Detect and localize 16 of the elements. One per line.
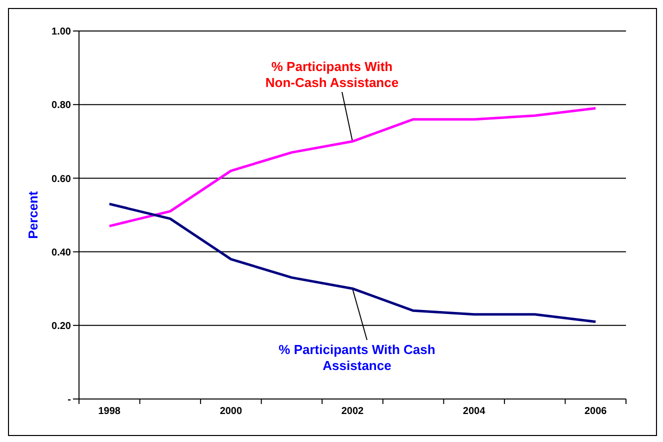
x-tick-label: 2006	[584, 406, 608, 418]
annotation: % Participants With Cash Assistance	[278, 342, 436, 373]
y-tick-label: 0.40	[52, 247, 72, 258]
y-tick-label: 0.80	[52, 100, 72, 112]
x-tick-label: 2002	[341, 406, 364, 418]
annotation: % Participants With Non-Cash Assistance	[265, 59, 399, 90]
x-tick-label: 1998	[98, 406, 121, 418]
y-axis-title: Percent	[26, 190, 41, 239]
y-tick-label: 0.20	[52, 320, 72, 332]
x-tick-label: 2000	[220, 406, 243, 418]
x-tick-label: 2004	[462, 406, 486, 418]
y-tick-label: 1.00	[52, 26, 72, 38]
line-series	[108, 107, 597, 228]
y-tick-label: -	[68, 394, 71, 406]
y-tick-label: 0.60	[52, 174, 72, 185]
line-series	[108, 202, 597, 323]
